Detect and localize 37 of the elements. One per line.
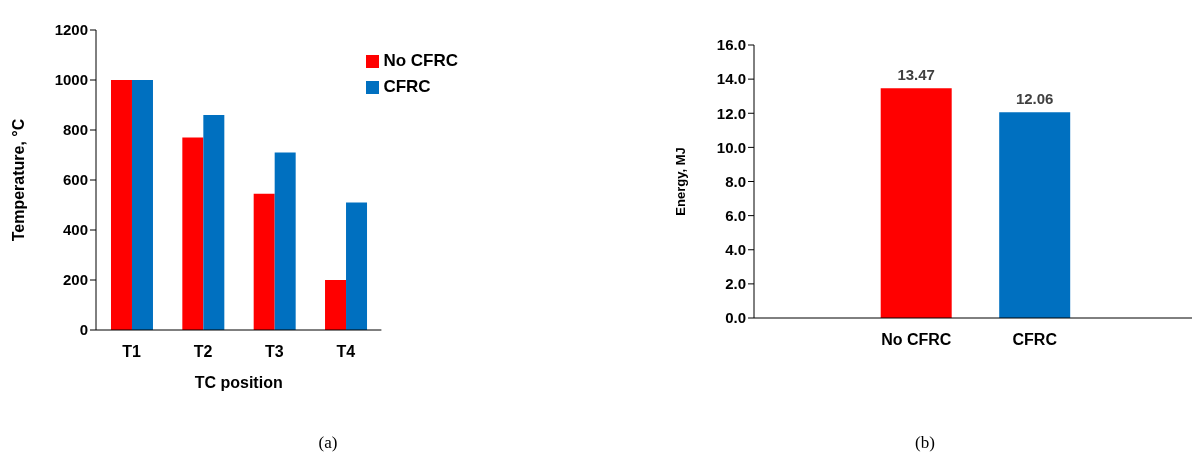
bar — [182, 137, 204, 330]
y-tick-label: 0.0 — [725, 309, 746, 327]
data-label: 13.47 — [897, 66, 935, 84]
y-tick-label: 1000 — [54, 71, 88, 89]
y-tick-label: 0 — [79, 321, 88, 339]
x-tick-label: T3 — [265, 343, 284, 361]
bar — [110, 80, 132, 330]
y-tick-label: 1200 — [54, 21, 88, 39]
x-tick-label: T1 — [122, 343, 142, 361]
y-tick-label: 200 — [62, 271, 88, 289]
bar — [346, 202, 368, 330]
y-tick-label: 800 — [62, 121, 88, 139]
x-axis-title: TC position — [194, 374, 283, 391]
y-tick-label: 8.0 — [725, 172, 746, 190]
y-tick-label: 14.0 — [716, 70, 746, 88]
y-tick-label: 12.0 — [716, 104, 746, 122]
y-axis-title: Temperature, °C — [9, 118, 27, 242]
y-tick-label: 6.0 — [725, 206, 746, 224]
text: (a) — [317, 433, 339, 453]
y-tick-label: 2.0 — [725, 275, 746, 293]
bar — [253, 193, 275, 330]
legend-label: CFRC — [383, 77, 431, 96]
y-tick-label: 16.0 — [716, 36, 746, 54]
x-tick-label: T2 — [193, 343, 213, 361]
data-label: 12.06 — [1015, 90, 1054, 108]
y-axis-title: Energy, MJ — [672, 147, 688, 216]
text: (b) — [914, 433, 936, 453]
bar — [203, 115, 225, 330]
y-tick-label: 600 — [62, 171, 88, 189]
y-tick-label: 400 — [62, 221, 88, 239]
bar — [325, 280, 347, 330]
y-tick-label: 4.0 — [725, 241, 746, 259]
y-tick-label: 10.0 — [716, 138, 746, 156]
x-tick-label: T4 — [336, 343, 356, 361]
legend-label: No CFRC — [383, 51, 458, 70]
bar — [274, 152, 296, 330]
bar — [131, 80, 153, 330]
